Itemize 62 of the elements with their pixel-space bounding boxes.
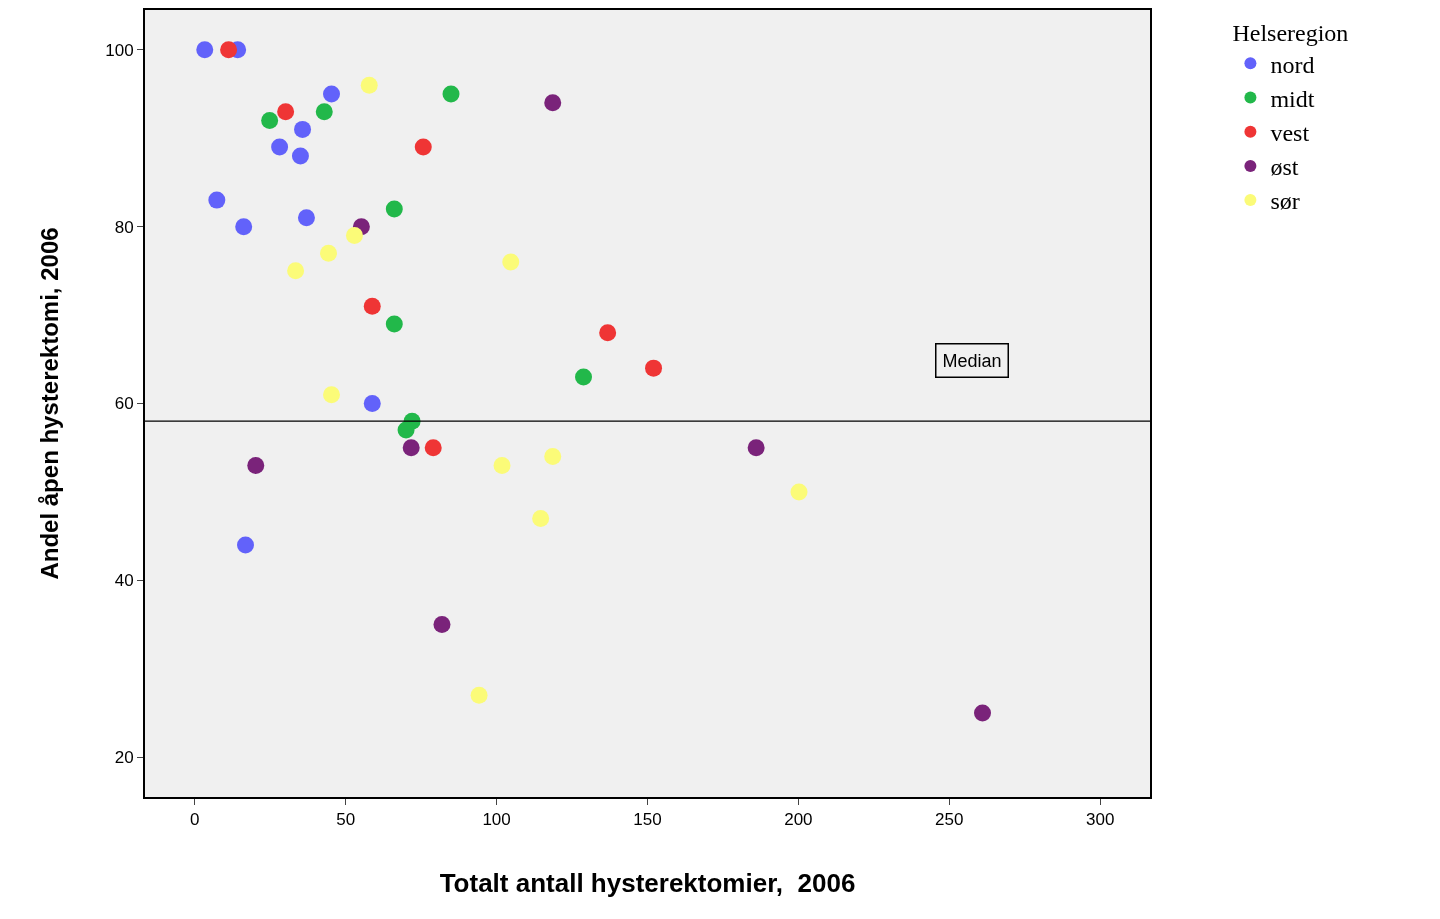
legend-label: vest bbox=[1270, 120, 1310, 147]
point bbox=[599, 324, 617, 342]
point bbox=[385, 315, 403, 333]
point bbox=[747, 439, 765, 457]
y-tick-label: 60 bbox=[114, 394, 134, 414]
point bbox=[323, 85, 341, 103]
point bbox=[493, 456, 511, 474]
point bbox=[414, 138, 432, 156]
x-tick-label: 50 bbox=[336, 810, 356, 830]
point bbox=[208, 191, 226, 209]
x-tick-label: 100 bbox=[482, 810, 511, 830]
legend-title: Helseregion bbox=[1232, 20, 1349, 47]
point bbox=[645, 359, 663, 377]
x-tick-label: 150 bbox=[633, 810, 662, 830]
point bbox=[790, 483, 808, 501]
legend-label: sør bbox=[1270, 188, 1300, 215]
point bbox=[271, 138, 289, 156]
point bbox=[237, 536, 254, 554]
point bbox=[544, 448, 562, 466]
x-tick-label: 0 bbox=[190, 810, 200, 830]
point bbox=[247, 456, 265, 474]
point bbox=[220, 41, 238, 59]
point bbox=[360, 76, 378, 94]
point bbox=[502, 253, 520, 271]
y-tick-label: 100 bbox=[105, 40, 134, 60]
y-tick-label: 80 bbox=[114, 217, 134, 237]
point bbox=[544, 94, 562, 112]
point bbox=[363, 297, 381, 315]
point bbox=[433, 616, 451, 634]
point bbox=[287, 262, 305, 280]
y-tick-label: 40 bbox=[114, 571, 134, 591]
point bbox=[277, 103, 295, 121]
legend-label: øst bbox=[1270, 154, 1299, 181]
point bbox=[196, 41, 214, 59]
legend-label: nord bbox=[1270, 51, 1315, 78]
ref-line-label: Median bbox=[942, 350, 1002, 371]
point bbox=[397, 421, 415, 439]
point bbox=[320, 244, 337, 262]
point bbox=[385, 200, 403, 218]
legend-label: midt bbox=[1270, 85, 1315, 112]
point bbox=[261, 112, 279, 130]
point bbox=[363, 395, 381, 412]
point bbox=[424, 439, 442, 457]
x-tick-label: 250 bbox=[935, 810, 964, 830]
point bbox=[235, 218, 253, 236]
point bbox=[297, 209, 315, 227]
point bbox=[575, 368, 593, 386]
point bbox=[402, 439, 420, 457]
point bbox=[532, 509, 550, 527]
point bbox=[315, 103, 333, 121]
point bbox=[323, 386, 341, 404]
point bbox=[974, 704, 991, 722]
point bbox=[291, 147, 309, 165]
x-tick-label: 200 bbox=[784, 810, 813, 830]
point bbox=[294, 120, 312, 138]
y-axis-title: Andel åpen hysterektomi, 2006 bbox=[35, 227, 63, 580]
point bbox=[345, 226, 363, 244]
point bbox=[470, 686, 488, 704]
x-axis-title: Totalt antall hysterektomier, 2006 bbox=[439, 867, 856, 898]
x-tick-label: 300 bbox=[1086, 810, 1115, 830]
point bbox=[442, 85, 460, 103]
y-tick-label: 20 bbox=[114, 748, 134, 768]
